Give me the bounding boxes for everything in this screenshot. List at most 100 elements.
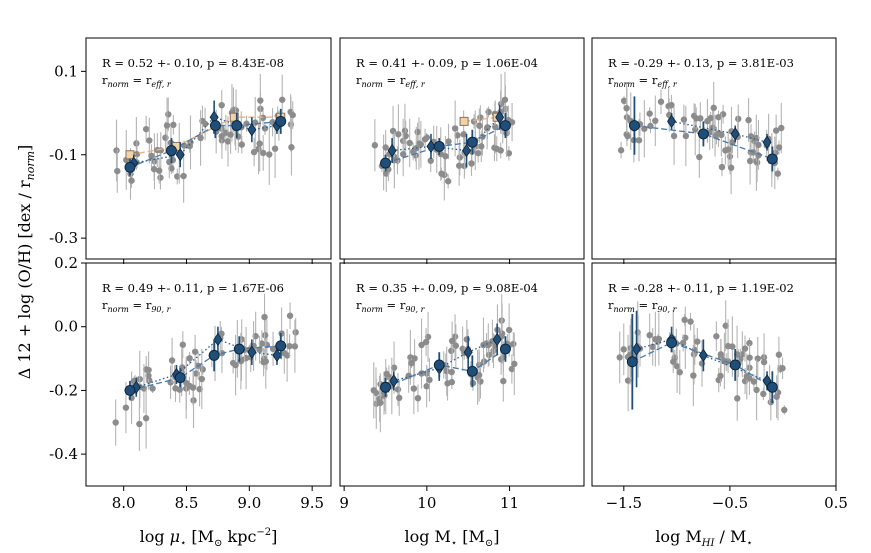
gray-point bbox=[183, 379, 190, 387]
xl-mu: μ bbox=[170, 527, 180, 546]
gray-point bbox=[734, 395, 741, 402]
rnorm-text: rnorm = r90, r bbox=[608, 298, 678, 314]
diamond-marker bbox=[698, 348, 708, 363]
gray-point bbox=[646, 332, 653, 339]
rnorm-eq-sub: 90, r bbox=[405, 305, 425, 314]
panel-3: R = -0.29 +- 0.13, p = 3.81E-03 rnorm = r… bbox=[591, 37, 837, 264]
gray-point bbox=[475, 371, 483, 379]
gray-point bbox=[743, 373, 750, 380]
gray-point bbox=[478, 143, 485, 150]
gray-point bbox=[690, 372, 697, 379]
gray-point bbox=[477, 378, 484, 385]
gray-point bbox=[729, 139, 736, 146]
y-tick-label: 0.0 bbox=[54, 318, 78, 336]
circle-marker bbox=[499, 343, 511, 355]
gray-point bbox=[772, 127, 780, 134]
circle-marker bbox=[124, 161, 136, 173]
yl-sub: norm bbox=[24, 151, 37, 180]
gray-point bbox=[261, 313, 268, 321]
rnorm-eq: = r bbox=[635, 298, 658, 312]
gray-point bbox=[707, 114, 714, 122]
gray-point bbox=[406, 139, 413, 147]
gray-point bbox=[377, 399, 384, 406]
gray-point bbox=[250, 148, 258, 156]
gray-point bbox=[456, 154, 464, 161]
gray-point bbox=[414, 394, 422, 402]
gray-point bbox=[774, 170, 782, 177]
circle-marker bbox=[766, 381, 778, 393]
gray-point bbox=[199, 366, 206, 373]
gray-point bbox=[451, 125, 459, 132]
gray-point bbox=[163, 122, 171, 129]
gray-point bbox=[258, 340, 266, 347]
gray-point bbox=[646, 110, 653, 117]
gray-point bbox=[717, 351, 725, 358]
gray-point bbox=[454, 132, 461, 139]
gray-point bbox=[668, 101, 675, 109]
square-trend-line bbox=[463, 116, 498, 123]
rnorm-r: r bbox=[356, 298, 362, 312]
rnorm-sub: norm bbox=[108, 80, 130, 89]
gray-point bbox=[485, 351, 493, 359]
rnorm-text: rnorm = r90, r bbox=[102, 298, 172, 314]
gray-point bbox=[165, 111, 172, 118]
gray-point bbox=[168, 165, 175, 172]
gray-point bbox=[145, 372, 152, 379]
gray-point bbox=[713, 333, 720, 340]
rnorm-eq-sub: eff, r bbox=[657, 80, 677, 89]
circle-trend-line bbox=[385, 124, 506, 164]
xl-exp: −2 bbox=[256, 527, 271, 538]
xl-close: ] bbox=[271, 527, 277, 546]
gray-point bbox=[620, 346, 627, 353]
gray-point bbox=[198, 375, 206, 383]
panel-frame bbox=[591, 37, 837, 260]
gray-point bbox=[722, 322, 729, 329]
plot-area bbox=[113, 74, 296, 203]
gray-point bbox=[500, 377, 507, 385]
gray-point bbox=[492, 123, 499, 131]
diamond-marker bbox=[247, 123, 257, 137]
circle-marker bbox=[466, 365, 478, 377]
rnorm-r: r bbox=[102, 298, 108, 312]
gray-point bbox=[438, 170, 445, 177]
xl-sun: ⊙ bbox=[214, 538, 222, 549]
x-tick-label: 0.5 bbox=[824, 494, 848, 512]
y-tick-label: 0.1 bbox=[54, 62, 78, 80]
gray-point bbox=[476, 122, 483, 129]
gray-point bbox=[452, 342, 460, 349]
circle-marker bbox=[124, 384, 136, 396]
gray-point bbox=[657, 98, 665, 105]
x-axis-label-3: log MHI / M⋆ bbox=[655, 527, 752, 549]
circle-trend-line bbox=[385, 348, 506, 388]
gray-point bbox=[692, 126, 699, 133]
yl-end: ] bbox=[15, 145, 34, 151]
gray-point bbox=[493, 145, 500, 152]
xl-mid: / M bbox=[714, 527, 746, 546]
gray-point bbox=[218, 133, 225, 140]
gray-point bbox=[505, 150, 513, 157]
gray-point bbox=[408, 359, 415, 367]
rnorm-eq: = r bbox=[129, 73, 152, 87]
circle-marker bbox=[433, 140, 445, 152]
gray-point bbox=[649, 343, 656, 351]
circle-marker bbox=[766, 153, 778, 165]
gray-point bbox=[189, 384, 197, 391]
gray-point bbox=[418, 341, 425, 349]
rnorm-eq: = r bbox=[383, 298, 406, 312]
gray-point bbox=[218, 101, 225, 109]
xl-sun: ⊙ bbox=[485, 538, 493, 549]
rnorm-sub: norm bbox=[362, 305, 384, 314]
rnorm-sub: norm bbox=[362, 80, 384, 89]
gray-point bbox=[389, 127, 397, 135]
gray-point bbox=[775, 144, 783, 151]
gray-point bbox=[390, 364, 398, 371]
y-tick-label: -0.2 bbox=[49, 381, 78, 399]
rnorm-eq: = r bbox=[129, 298, 152, 312]
square-marker bbox=[125, 150, 135, 160]
gray-point bbox=[670, 358, 677, 365]
x-axis-label-2: log M⋆ [M⊙] bbox=[404, 527, 499, 549]
diamond-marker bbox=[175, 148, 185, 162]
rnorm-r: r bbox=[102, 73, 108, 87]
gray-point bbox=[670, 132, 678, 140]
rnorm-text: rnorm = reff, r bbox=[356, 73, 426, 89]
